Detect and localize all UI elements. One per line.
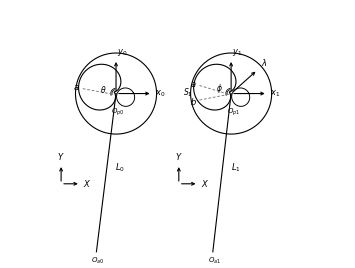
Text: $\theta$: $\theta$ <box>100 84 106 95</box>
Text: $O_{p1}$: $O_{p1}$ <box>226 106 240 118</box>
Text: $Y$: $Y$ <box>175 151 182 162</box>
Text: $x_0$: $x_0$ <box>155 88 165 99</box>
Text: $x_1$: $x_1$ <box>270 88 280 99</box>
Text: $y_1$: $y_1$ <box>233 47 243 58</box>
Text: $L_0$: $L_0$ <box>115 161 125 174</box>
Text: $a$: $a$ <box>73 83 80 92</box>
Text: $X$: $X$ <box>201 178 209 189</box>
Text: $y_0$: $y_0$ <box>118 47 128 58</box>
Text: $Y$: $Y$ <box>57 151 65 162</box>
Text: $\phi$: $\phi$ <box>215 82 222 95</box>
Text: $b$: $b$ <box>190 96 197 107</box>
Text: $O_{a1}$: $O_{a1}$ <box>208 256 221 266</box>
Text: $L_1$: $L_1$ <box>231 161 241 174</box>
Text: $X$: $X$ <box>83 178 92 189</box>
Text: $S_1$: $S_1$ <box>183 87 193 99</box>
Text: $O_{p0}$: $O_{p0}$ <box>111 106 125 118</box>
Text: $\lambda$: $\lambda$ <box>261 57 267 68</box>
Text: $a$: $a$ <box>190 80 197 89</box>
Text: $O_{a0}$: $O_{a0}$ <box>91 256 104 266</box>
